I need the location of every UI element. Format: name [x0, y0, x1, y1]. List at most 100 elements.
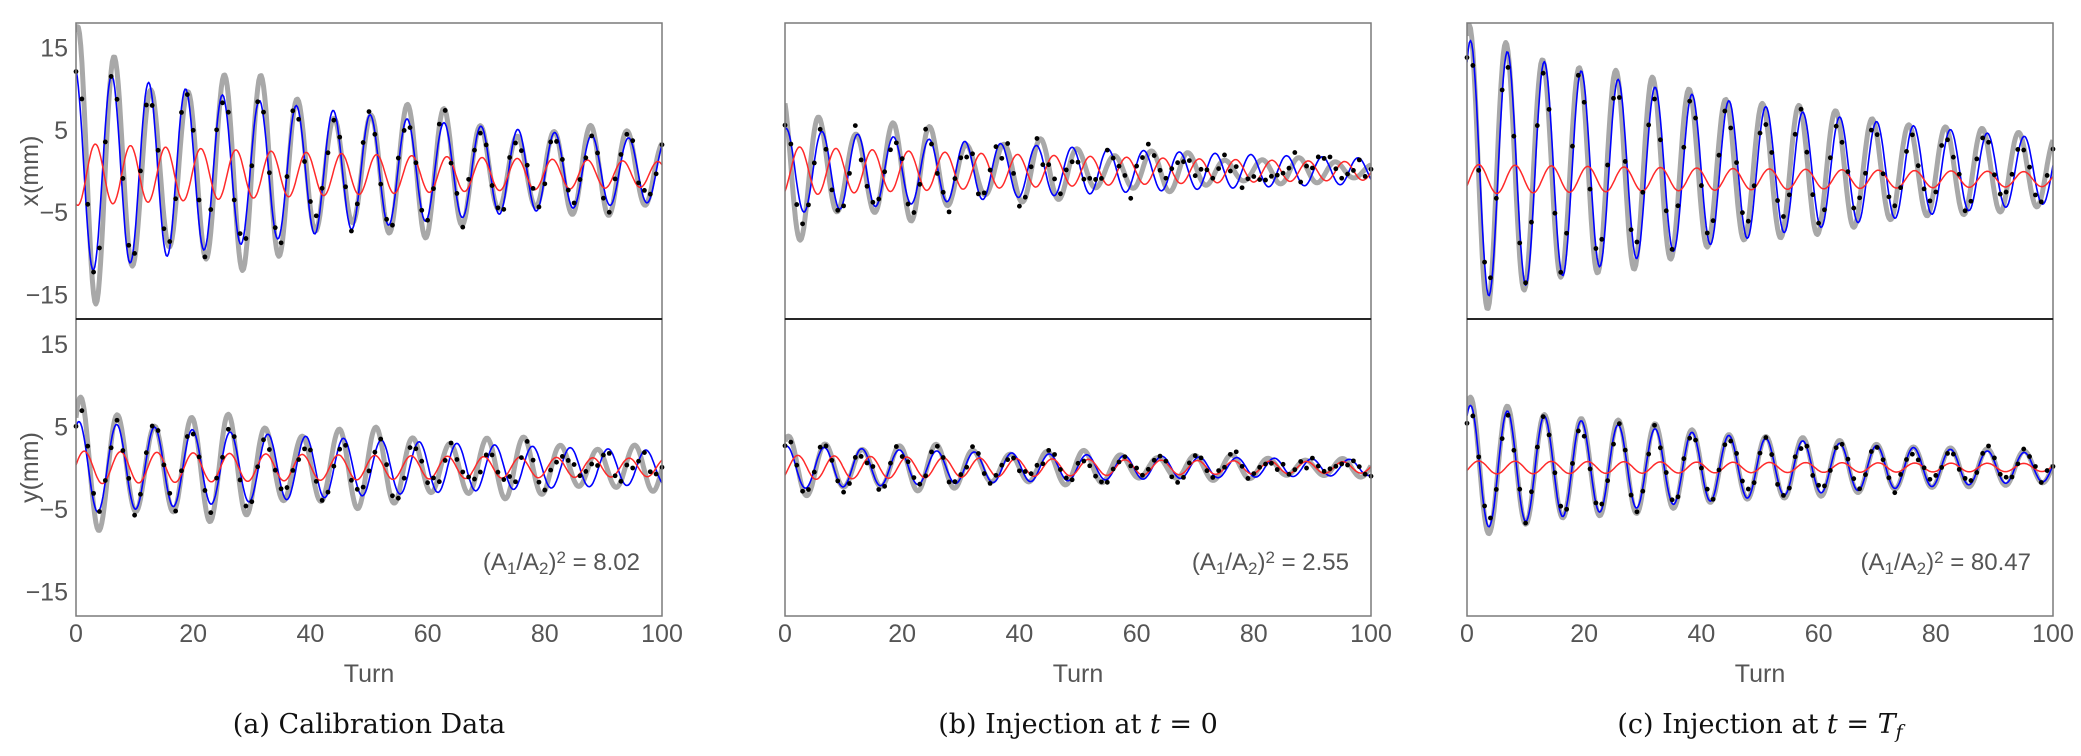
measured-point: [1716, 152, 1722, 158]
measured-point: [85, 443, 91, 449]
measured-point: [811, 469, 817, 475]
measured-point: [1599, 501, 1605, 507]
measured-point: [466, 474, 472, 480]
annotation-text: /A: [516, 549, 539, 576]
measured-point: [952, 479, 958, 485]
measured-point: [132, 251, 138, 256]
measured-point: [1992, 172, 1997, 178]
measured-point: [2027, 164, 2032, 170]
measured-point: [1210, 175, 1216, 181]
panel-caption: (a) Calibration Data: [233, 709, 505, 740]
measured-point: [1945, 450, 1950, 456]
measured-point: [1292, 150, 1298, 155]
measured-point: [1745, 486, 1751, 492]
measured-point: [1652, 422, 1657, 428]
measured-point: [431, 186, 436, 192]
measured-point: [1933, 473, 1939, 478]
measured-point: [1058, 467, 1063, 472]
measured-point: [1693, 437, 1698, 443]
measured-point: [477, 130, 483, 136]
measured-point: [1482, 503, 1487, 509]
measured-point: [1257, 177, 1263, 183]
measured-point: [1716, 467, 1722, 473]
measured-point: [929, 449, 934, 455]
measured-point: [390, 493, 395, 499]
measured-point: [114, 417, 120, 423]
x-subplot: 15 5 −5 −15 x(mm): [16, 22, 665, 320]
measured-point: [1280, 170, 1286, 176]
measured-point: [987, 167, 993, 173]
measured-point: [1046, 162, 1052, 168]
measured-point: [1704, 230, 1710, 236]
measured-point: [1605, 162, 1611, 168]
measured-point: [1251, 471, 1257, 477]
measured-point: [1022, 469, 1028, 474]
panel-caption: (c) Injection at t = Tf: [1617, 709, 1905, 743]
measured-point: [466, 176, 472, 182]
measured-point: [319, 497, 325, 503]
measured-point: [1740, 210, 1745, 216]
measured-point: [1523, 520, 1528, 526]
measured-point: [1099, 175, 1104, 181]
measured-point: [1040, 162, 1046, 168]
measured-point: [138, 491, 143, 497]
measured-point: [899, 156, 905, 162]
measured-point: [1880, 171, 1886, 177]
measured-point: [1304, 465, 1309, 471]
measured-point: [1587, 186, 1593, 192]
measured-point: [1851, 476, 1857, 482]
measured-point: [589, 133, 595, 139]
measured-point: [1892, 490, 1898, 496]
annotation-text: = 80.47: [1944, 549, 2031, 576]
measured-point: [278, 486, 284, 492]
measured-point: [1128, 195, 1134, 201]
measured-point: [1839, 441, 1845, 447]
measured-point: [1192, 173, 1198, 179]
measured-point: [413, 446, 419, 452]
measured-point: [893, 444, 899, 449]
measured-point: [401, 127, 407, 133]
measured-point: [1728, 438, 1734, 444]
measured-point: [1775, 481, 1780, 487]
measured-point: [1616, 421, 1622, 427]
measured-point: [530, 186, 536, 191]
measured-point: [366, 109, 372, 114]
measured-point: [577, 177, 583, 182]
measured-point: [1810, 473, 1816, 478]
measured-point: [1734, 160, 1739, 165]
measured-point: [1239, 185, 1245, 191]
measured-point: [79, 96, 85, 102]
measured-point: [1681, 456, 1687, 462]
superscript: 2: [1265, 548, 1274, 567]
measured-point: [1093, 473, 1098, 479]
measured-point: [630, 138, 636, 144]
x-tick-label: 20: [179, 620, 207, 648]
measured-point: [1634, 509, 1640, 515]
measured-point: [577, 473, 583, 479]
measured-point: [354, 486, 360, 492]
measured-point: [1345, 462, 1350, 468]
measured-point: [1833, 123, 1839, 129]
measured-point: [993, 472, 999, 478]
measured-point: [1657, 445, 1663, 451]
measured-point: [126, 242, 132, 248]
measured-point: [2003, 189, 2009, 195]
measured-point: [1198, 455, 1204, 461]
measured-point: [829, 457, 835, 463]
measured-point: [1017, 468, 1022, 474]
annotation-text: = 8.02: [566, 549, 640, 576]
measured-point: [337, 134, 343, 140]
measured-point: [1558, 269, 1564, 275]
measured-point: [266, 170, 272, 176]
measured-point: [331, 463, 337, 469]
measured-point: [1280, 461, 1286, 467]
measured-point: [823, 443, 829, 449]
measured-point: [343, 184, 348, 190]
measured-point: [513, 479, 518, 485]
measured-point: [1534, 444, 1540, 450]
measured-point: [876, 487, 882, 492]
measured-point: [1140, 155, 1145, 160]
measured-point: [970, 444, 975, 450]
measured-point: [1634, 239, 1640, 245]
